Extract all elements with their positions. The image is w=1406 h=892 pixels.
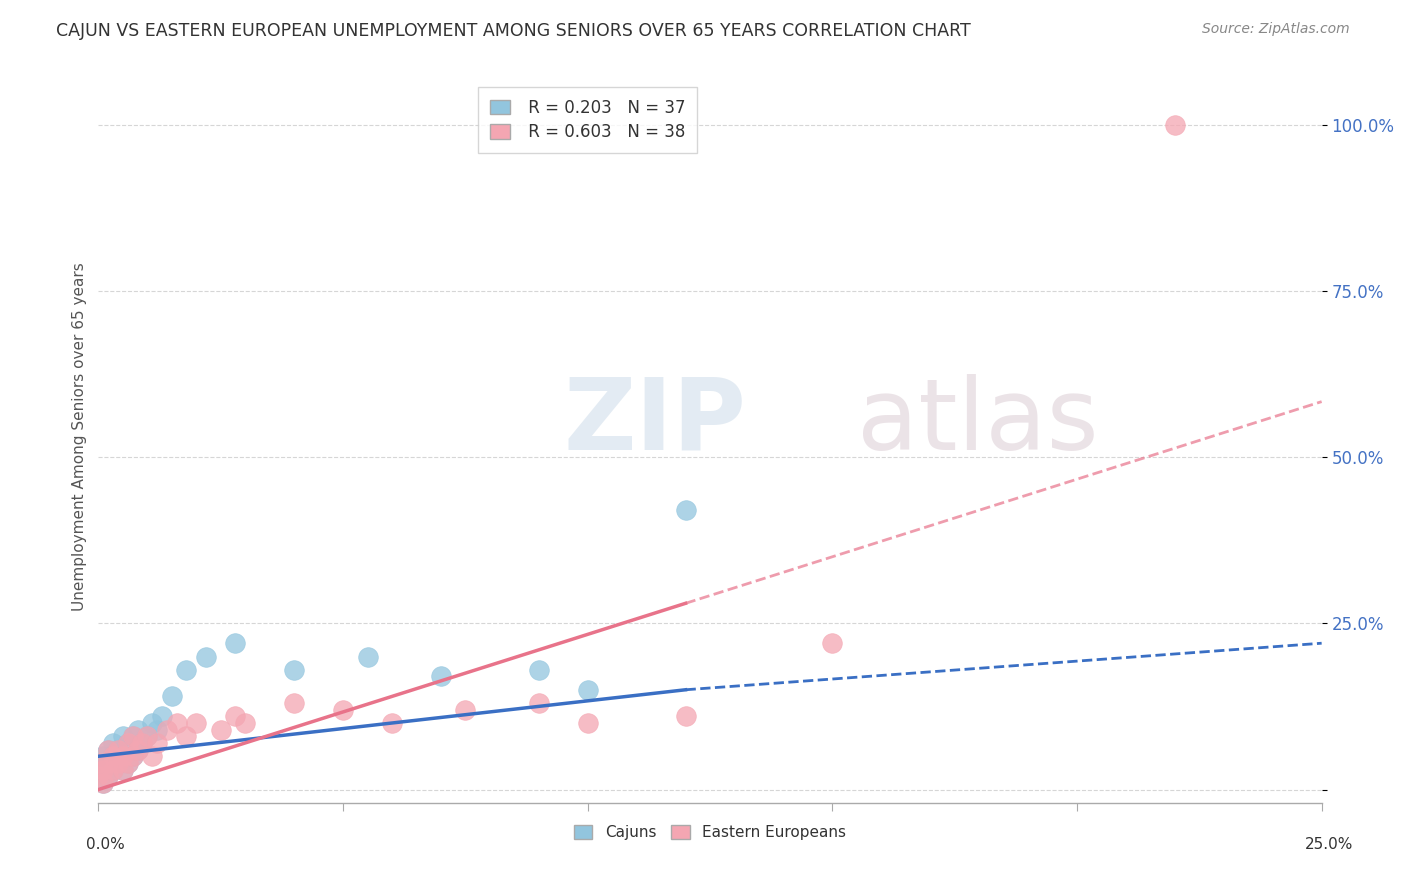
Cajuns [111, 729, 134, 743]
Eastern Europeans [209, 723, 232, 737]
Cajuns [97, 769, 120, 783]
Eastern Europeans [91, 763, 114, 777]
Cajuns [127, 723, 149, 737]
Cajuns [111, 763, 134, 777]
Cajuns [121, 749, 143, 764]
Eastern Europeans [454, 703, 477, 717]
Y-axis label: Unemployment Among Seniors over 65 years: Unemployment Among Seniors over 65 years [72, 263, 87, 611]
Text: Source: ZipAtlas.com: Source: ZipAtlas.com [1202, 22, 1350, 37]
Cajuns [160, 690, 183, 704]
Eastern Europeans [821, 636, 844, 650]
Eastern Europeans [117, 736, 139, 750]
Eastern Europeans [97, 756, 120, 770]
Eastern Europeans [283, 696, 305, 710]
Eastern Europeans [675, 709, 697, 723]
Cajuns [146, 723, 169, 737]
Eastern Europeans [121, 749, 143, 764]
Eastern Europeans [224, 709, 246, 723]
Eastern Europeans [136, 729, 159, 743]
Eastern Europeans [87, 769, 110, 783]
Cajuns [283, 663, 305, 677]
Cajuns [127, 742, 149, 756]
Cajuns [107, 742, 129, 756]
Eastern Europeans [107, 756, 129, 770]
Eastern Europeans [176, 729, 198, 743]
Cajuns [111, 749, 134, 764]
Cajuns [107, 756, 129, 770]
Text: CAJUN VS EASTERN EUROPEAN UNEMPLOYMENT AMONG SENIORS OVER 65 YEARS CORRELATION C: CAJUN VS EASTERN EUROPEAN UNEMPLOYMENT A… [56, 22, 972, 40]
Cajuns [117, 736, 139, 750]
Cajuns [136, 729, 159, 743]
Cajuns [91, 763, 114, 777]
Eastern Europeans [101, 749, 124, 764]
Cajuns [141, 716, 163, 731]
Cajuns [97, 756, 120, 770]
Cajuns [150, 709, 173, 723]
Cajuns [97, 742, 120, 756]
Eastern Europeans [97, 742, 120, 756]
Eastern Europeans [107, 742, 129, 756]
Cajuns [101, 749, 124, 764]
Cajuns [356, 649, 378, 664]
Eastern Europeans [111, 763, 134, 777]
Cajuns [195, 649, 218, 664]
Cajuns [87, 756, 110, 770]
Cajuns [224, 636, 246, 650]
Eastern Europeans [146, 736, 169, 750]
Cajuns [131, 736, 153, 750]
Cajuns [91, 749, 114, 764]
Eastern Europeans [111, 749, 134, 764]
Eastern Europeans [576, 716, 599, 731]
Cajuns [576, 682, 599, 697]
Eastern Europeans [101, 763, 124, 777]
Eastern Europeans [127, 742, 149, 756]
Cajuns [527, 663, 550, 677]
Cajuns [117, 756, 139, 770]
Eastern Europeans [121, 729, 143, 743]
Eastern Europeans [527, 696, 550, 710]
Text: 0.0%: 0.0% [86, 838, 125, 852]
Text: 25.0%: 25.0% [1305, 838, 1353, 852]
Eastern Europeans [87, 756, 110, 770]
Cajuns [176, 663, 198, 677]
Text: ZIP: ZIP [564, 374, 747, 471]
Eastern Europeans [141, 749, 163, 764]
Eastern Europeans [186, 716, 208, 731]
Cajuns [121, 729, 143, 743]
Eastern Europeans [332, 703, 354, 717]
Eastern Europeans [381, 716, 404, 731]
Text: atlas: atlas [856, 374, 1098, 471]
Eastern Europeans [117, 756, 139, 770]
Eastern Europeans [131, 736, 153, 750]
Cajuns [87, 769, 110, 783]
Eastern Europeans [156, 723, 179, 737]
Eastern Europeans [166, 716, 188, 731]
Cajuns [430, 669, 453, 683]
Eastern Europeans [91, 776, 114, 790]
Cajuns [101, 763, 124, 777]
Legend: Cajuns, Eastern Europeans: Cajuns, Eastern Europeans [568, 819, 852, 847]
Cajuns [101, 736, 124, 750]
Eastern Europeans [233, 716, 256, 731]
Eastern Europeans [1164, 118, 1187, 132]
Cajuns [675, 503, 697, 517]
Eastern Europeans [97, 769, 120, 783]
Cajuns [91, 776, 114, 790]
